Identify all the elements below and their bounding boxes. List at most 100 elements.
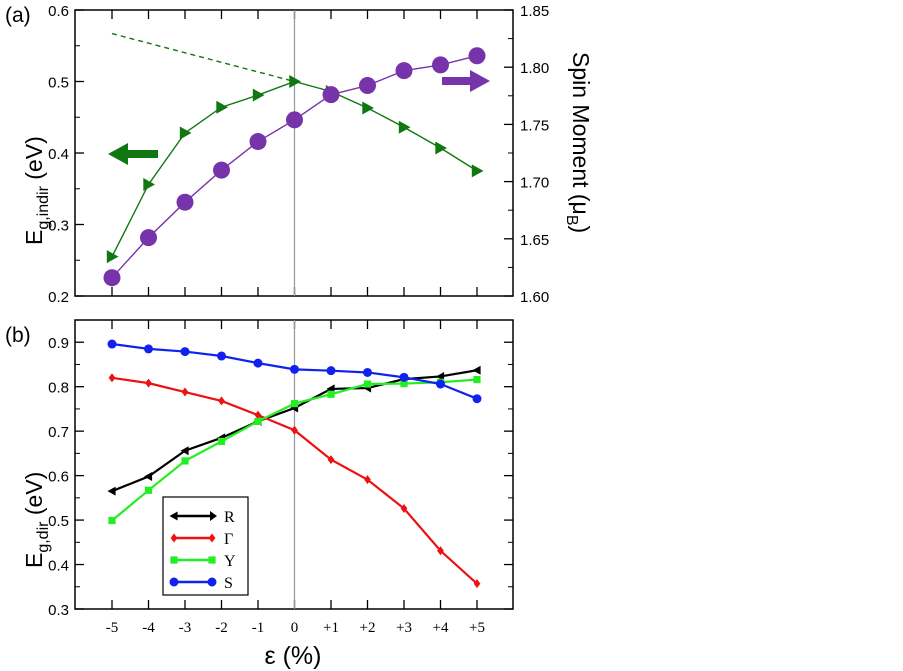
panel-a-data-point	[216, 100, 228, 114]
panel-a-data-point	[140, 229, 157, 247]
panel-b-data-point	[180, 446, 189, 456]
panel-b-y-tick-label: 0.7	[48, 424, 69, 441]
panel-a-arrows	[108, 70, 490, 165]
panel-a-y2-axis-label-main: Spin Moment (μ	[568, 52, 594, 215]
panel-a-y2-axis-label: Spin Moment (μB)	[563, 52, 594, 233]
panel-b-y-tick-label: 0.4	[48, 558, 69, 575]
legend-marker-start	[170, 556, 178, 564]
panel-b-data-point	[473, 579, 481, 589]
panel-b-y-tick-label: 0.6	[48, 469, 69, 486]
right-arrow-head	[470, 70, 490, 92]
left-arrow-shaft	[126, 150, 158, 158]
panel-b-data-point	[254, 417, 262, 425]
panel-a-data-point	[252, 88, 265, 102]
panel-b-x-tick-label: 0	[291, 620, 299, 636]
panel-b-data-point	[291, 425, 298, 435]
panel-a-left-ticks: 0.2 0.3 0.4 0.5 0.6	[48, 3, 84, 306]
panel-b-data-point	[327, 390, 335, 398]
panel-b-data-point	[327, 455, 335, 465]
panel-a-y-axis-label-sub: g,indir	[35, 185, 52, 229]
panel-a-left-tick-label: 0.3	[48, 218, 69, 235]
panel-a-right-tick-label: 1.60	[520, 289, 549, 306]
panel-b-y-tick-label: 0.5	[48, 513, 69, 530]
panel-b-data-point	[180, 347, 190, 357]
panel-b-x-tick-label: +1	[323, 620, 339, 636]
panel-a-data-point	[103, 269, 121, 287]
panel-a-y2-axis-label-end: )	[568, 225, 594, 233]
panel-b-series	[107, 339, 482, 589]
panel-a-data-point	[395, 62, 413, 80]
panel-b: (b) 0.3 0.4 0.5 0.6 0.7 0.8 0.9 -5 -4 -3 -2 -1 0 +1 +…	[5, 319, 514, 670]
panel-a-data-point	[432, 56, 449, 74]
legend-label: Y	[224, 553, 236, 570]
legend-label: Γ	[224, 531, 233, 548]
panel-a-data-point	[179, 126, 192, 140]
panel-b-data-point	[145, 378, 152, 388]
panel-b-data-point	[363, 380, 372, 388]
panel-a-data-point	[289, 75, 301, 88]
panel-b-data-point	[108, 373, 116, 383]
panel-a-y-axis-label: Eg,indir (eV)	[21, 136, 52, 245]
panel-b-data-point	[144, 344, 153, 354]
legend-marker-start	[169, 511, 178, 521]
left-arrow-head	[108, 143, 128, 165]
right-arrow-shaft	[442, 77, 472, 85]
panel-a-data-point	[362, 101, 374, 115]
panel-b-y-tick-label: 0.8	[48, 380, 69, 397]
panel-b-data-point	[107, 486, 116, 496]
panel-b-data-point	[181, 457, 189, 465]
panel-b-data-point	[254, 410, 262, 420]
panel-a-x-ticks	[111, 10, 478, 296]
panel-b-data-point	[363, 367, 372, 377]
panel-a-data-point	[286, 111, 303, 129]
panel-a-data-point	[398, 120, 411, 134]
panel-a-data-point	[322, 86, 340, 104]
legend-label: S	[224, 575, 233, 592]
panel-b-data-point	[290, 364, 299, 374]
panel-b-y-axis-label-unit: (eV)	[21, 472, 47, 522]
panel-a-data-point	[249, 133, 267, 151]
panel-b-x-tick-label: +5	[469, 620, 485, 636]
panel-a-y-axis-label-main: E	[21, 230, 47, 245]
panel-b-y-tick-label: 0.3	[48, 602, 69, 619]
panel-b-data-point	[217, 437, 226, 445]
panel-b-data-point	[218, 396, 225, 406]
panel-a-left-tick-label: 0.4	[48, 146, 69, 163]
panel-b-y-axis-label-main: E	[21, 553, 47, 568]
panel-a-data-point	[359, 77, 376, 95]
panel-b-data-point	[144, 472, 153, 482]
legend-marker-end	[208, 556, 216, 564]
panel-a-data-point	[176, 193, 194, 211]
panel-b-data-point	[107, 339, 117, 349]
panel-a-left-tick-label: 0.6	[48, 3, 69, 20]
panel-a-right-tick-label: 1.65	[520, 232, 549, 249]
panel-b-data-point	[217, 351, 226, 361]
panel-a-data-point	[143, 177, 155, 191]
panel-a-right-tick-label: 1.70	[520, 175, 549, 192]
panel-b-data-point	[472, 394, 482, 404]
panel-b-y-tick-label: 0.9	[48, 335, 69, 352]
panel-b-data-point	[326, 366, 336, 376]
legend-marker-start	[170, 533, 178, 543]
panel-b-x-tick-label: -5	[106, 620, 119, 636]
panel-b-data-point	[400, 504, 408, 514]
panel-b-data-point	[290, 399, 299, 408]
legend-marker-end	[207, 577, 217, 587]
panel-b-data-point	[472, 365, 481, 375]
panel-b-data-point	[144, 486, 153, 494]
panel-a-label: (a)	[5, 4, 31, 27]
panel-b-data-point	[400, 379, 408, 388]
panel-b-x-tick-label: -3	[179, 620, 192, 636]
panel-a-data-point	[213, 161, 230, 179]
panel-b-x-tick-label: -2	[215, 620, 228, 636]
legend-arrowhead	[210, 511, 217, 521]
panel-b-data-point	[473, 375, 481, 384]
panel-a-data-point	[471, 164, 484, 178]
panel-a-data-point	[106, 250, 119, 264]
panel-a-y-axis-label-unit: (eV)	[21, 136, 47, 186]
panel-b-data-point	[108, 516, 116, 525]
panel-a-right-tick-label: 1.80	[520, 60, 549, 77]
panel-b-y-ticks: 0.3 0.4 0.5 0.6 0.7 0.8 0.9	[48, 319, 513, 619]
panel-b-x-tick-label: -4	[142, 620, 155, 636]
